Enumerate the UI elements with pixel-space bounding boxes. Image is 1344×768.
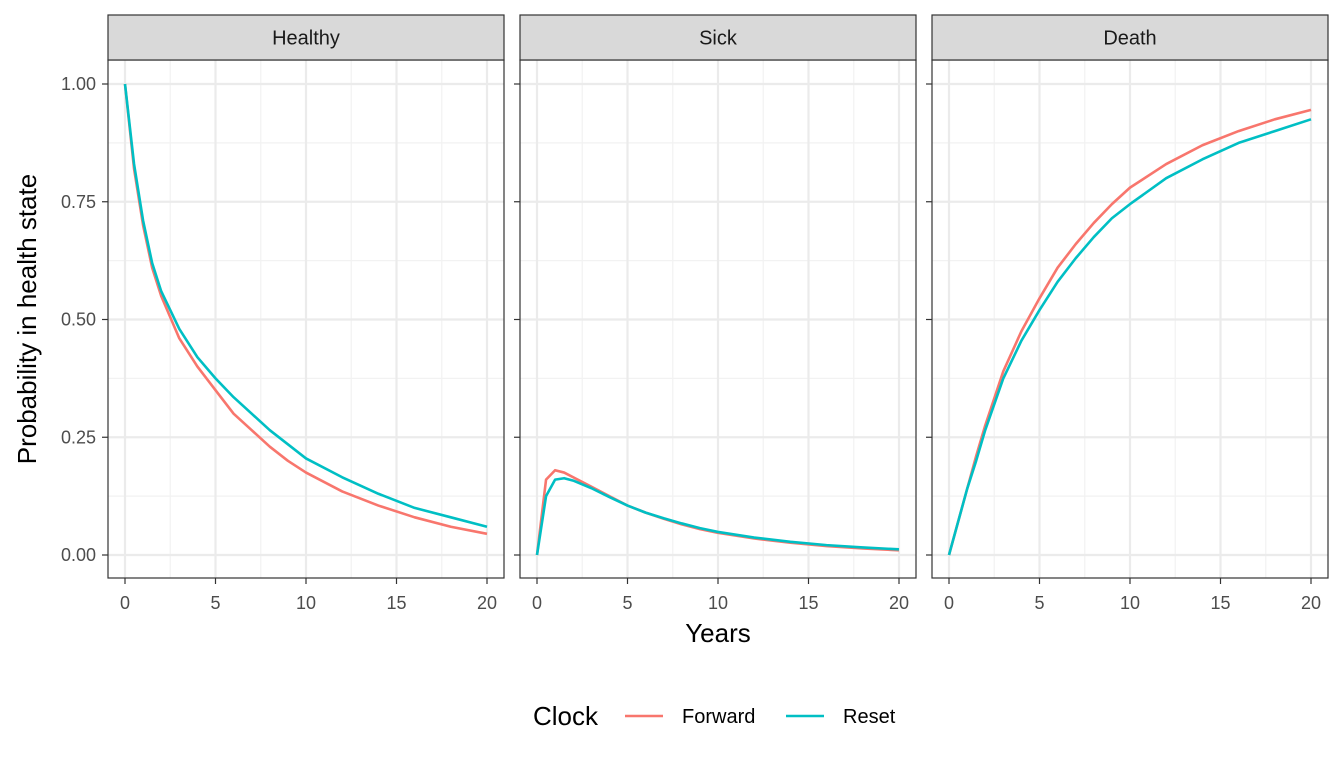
x-tick-label: 15: [798, 593, 818, 613]
strip-background: [519, 14, 917, 61]
series-line-reset: [535, 476, 900, 556]
x-tick-label: 5: [622, 593, 632, 613]
y-tick-label: 0.75: [61, 192, 96, 212]
legend-label-forward: Forward: [682, 706, 755, 728]
x-tick-label: 5: [1034, 593, 1044, 613]
x-tick-label: 20: [889, 593, 909, 613]
x-axis-title: Years: [685, 618, 751, 648]
strip-label: Healthy: [272, 28, 340, 50]
x-tick-label: 15: [386, 593, 406, 613]
legend: Clock Forward Reset: [533, 701, 896, 731]
series-line-reset: [123, 83, 488, 528]
panel-healthy: Healthy 0 5 10 15 20 0.00 0.25 0.50 0.75 1.00: [61, 14, 505, 613]
x-tick-label: 20: [477, 593, 497, 613]
x-tick-label: 0: [944, 593, 954, 613]
legend-label-reset: Reset: [843, 706, 896, 728]
legend-title: Clock: [533, 701, 599, 731]
strip-label: Sick: [699, 28, 738, 50]
x-tick-label: 15: [1210, 593, 1230, 613]
y-tick-label: 1.00: [61, 74, 96, 94]
x-tick-label: 10: [1120, 593, 1140, 613]
series-line-reset: [947, 118, 1312, 556]
x-tick-label: 10: [296, 593, 316, 613]
y-tick-label: 0.50: [61, 310, 96, 330]
x-tick-label: 20: [1301, 593, 1321, 613]
strip-background: [931, 14, 1329, 61]
x-tick-label: 0: [120, 593, 130, 613]
y-tick-label: 0.00: [61, 545, 96, 565]
x-tick-label: 10: [708, 593, 728, 613]
y-tick-label: 0.25: [61, 427, 96, 447]
y-axis-title: Probability in health state: [12, 174, 42, 465]
strip-background: [107, 14, 505, 61]
strip-label: Death: [1103, 28, 1156, 50]
x-tick-label: 5: [210, 593, 220, 613]
panel-sick: Sick 0 5 10 15 20: [514, 14, 917, 613]
x-tick-label: 0: [532, 593, 542, 613]
panel-death: Death 0 5 10 15 20: [926, 14, 1329, 613]
